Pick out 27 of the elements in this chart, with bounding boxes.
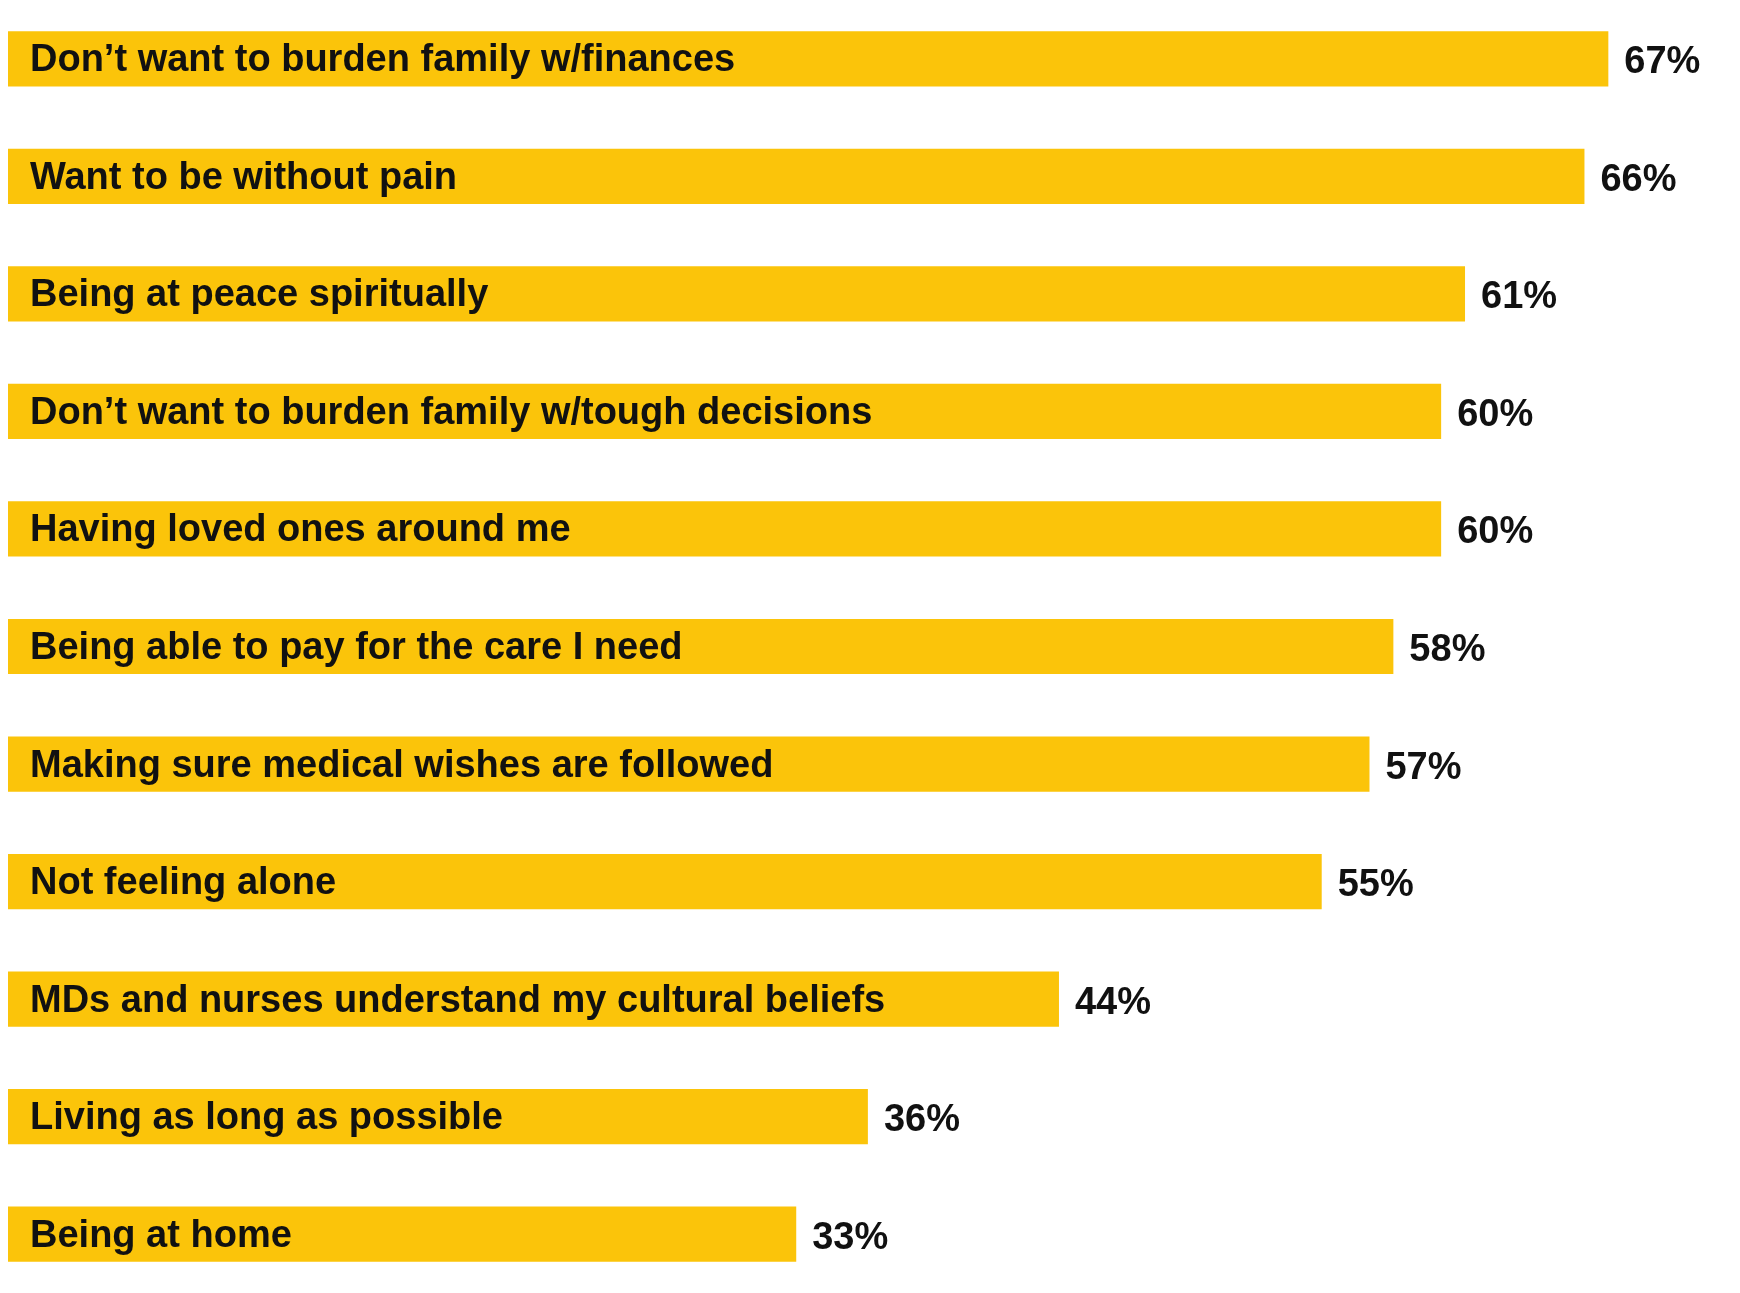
y-tick-label: Having loved ones around me <box>30 507 571 550</box>
y-tick-label: Want to be without pain <box>30 154 458 197</box>
bar <box>8 266 1466 322</box>
y-tick-label: Don’t want to burden family w/tough decisions <box>30 389 873 432</box>
bar <box>8 853 1322 910</box>
y-tick-label: Being at home <box>30 1212 292 1255</box>
data-label: 60% <box>1457 391 1534 434</box>
data-label: 58% <box>1409 626 1486 669</box>
y-tick-label: Making sure medical wishes are followed <box>30 742 774 785</box>
data-label: 66% <box>1600 156 1677 199</box>
y-tick-label: Don’t want to burden family w/finances <box>30 37 736 80</box>
y-tick-label: Living as long as possible <box>30 1095 503 1138</box>
data-label: 67% <box>1624 39 1701 82</box>
data-label: 36% <box>883 1097 960 1140</box>
data-label: 60% <box>1457 509 1534 552</box>
data-label: 57% <box>1385 744 1462 787</box>
data-label: 61% <box>1481 274 1558 317</box>
data-label: 33% <box>812 1214 889 1257</box>
y-tick-label: Being able to pay for the care I need <box>30 624 683 667</box>
y-tick-label: MDs and nurses understand my cultural beliefs <box>30 977 886 1020</box>
data-label: 55% <box>1337 862 1414 905</box>
y-tick-label: Not feeling alone <box>30 860 337 903</box>
bar <box>8 501 1442 557</box>
bar <box>8 1206 797 1262</box>
data-label: 44% <box>1074 979 1152 1022</box>
y-tick-label: Being at peace spiritually <box>30 272 489 315</box>
bar <box>8 148 1585 204</box>
